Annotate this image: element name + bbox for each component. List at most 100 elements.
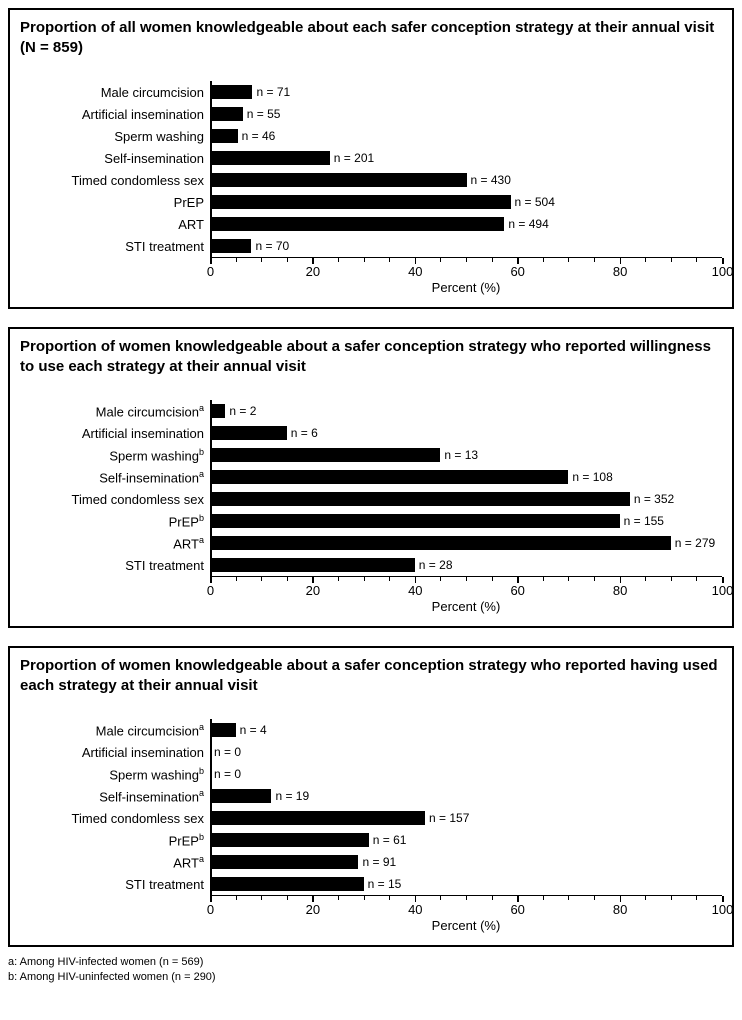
- minor-tick: [440, 896, 441, 900]
- category-label-text: Sperm washing: [114, 129, 204, 144]
- bar-area: n = 352: [210, 488, 722, 510]
- bar: [210, 239, 251, 253]
- minor-tick: [389, 258, 390, 262]
- bar-area: n = 504: [210, 191, 722, 213]
- tick-label: 40: [408, 583, 422, 598]
- minor-tick: [568, 258, 569, 262]
- bar-row: ARTan = 91: [20, 851, 722, 873]
- minor-tick: [492, 258, 493, 262]
- x-axis-title: Percent (%): [432, 918, 501, 933]
- bar: [210, 470, 568, 484]
- tick-label: 60: [510, 264, 524, 279]
- category-label-text: Sperm washing: [109, 448, 199, 463]
- bar-area: n = 108: [210, 466, 722, 488]
- bar-row: Artificial inseminationn = 55: [20, 103, 722, 125]
- category-label-text: Timed condomless sex: [72, 492, 204, 507]
- category-label-text: PrEP: [174, 195, 204, 210]
- n-label: n = 6: [291, 426, 318, 440]
- minor-tick: [287, 896, 288, 900]
- minor-tick: [440, 258, 441, 262]
- bar-area: n = 2: [210, 400, 722, 422]
- bar: [210, 514, 620, 528]
- category-label: PrEPb: [20, 513, 210, 529]
- n-label: n = 0: [214, 767, 241, 781]
- bar-chart: Male circumcisionn = 71Artificial insemi…: [20, 81, 722, 297]
- bar: [210, 173, 467, 187]
- category-label: Self-inseminationa: [20, 788, 210, 804]
- minor-tick: [492, 577, 493, 581]
- category-label: PrEPb: [20, 832, 210, 848]
- minor-tick: [645, 577, 646, 581]
- category-label-text: Male circumcision: [96, 723, 199, 738]
- bar-row: Timed condomless sexn = 157: [20, 807, 722, 829]
- tick-label: 0: [207, 902, 214, 917]
- bar: [210, 855, 358, 869]
- chart-panel: Proportion of all women knowledgeable ab…: [8, 8, 734, 309]
- bar: [210, 217, 504, 231]
- bar: [210, 426, 287, 440]
- major-tick: 20: [312, 258, 313, 264]
- bar-area: n = 494: [210, 213, 722, 235]
- n-label: n = 4: [240, 723, 267, 737]
- minor-tick: [364, 577, 365, 581]
- bar-area: n = 430: [210, 169, 722, 191]
- n-label: n = 279: [675, 536, 715, 550]
- tick-label: 60: [510, 902, 524, 917]
- panel-title: Proportion of women knowledgeable about …: [20, 656, 722, 695]
- major-tick: 100: [722, 258, 723, 264]
- minor-tick: [389, 577, 390, 581]
- minor-tick: [645, 896, 646, 900]
- category-label-text: ART: [173, 855, 199, 870]
- bar-area: n = 55: [210, 103, 722, 125]
- major-tick: 80: [620, 258, 621, 264]
- panel-title: Proportion of women knowledgeable about …: [20, 337, 722, 376]
- n-label: n = 70: [255, 239, 289, 253]
- bar-chart: Male circumcisionan = 4Artificial insemi…: [20, 719, 722, 935]
- bar-area: n = 0: [210, 763, 722, 785]
- bar-row: Sperm washingn = 46: [20, 125, 722, 147]
- x-axis: 020406080100Percent (%): [210, 576, 722, 616]
- tick-label: 0: [207, 264, 214, 279]
- tick-label: 100: [712, 583, 734, 598]
- tick-label: 40: [408, 902, 422, 917]
- bar: [210, 492, 630, 506]
- n-label: n = 71: [256, 85, 290, 99]
- category-label-superscript: a: [199, 535, 204, 545]
- minor-tick: [645, 258, 646, 262]
- bar: [210, 129, 238, 143]
- minor-tick: [466, 577, 467, 581]
- minor-tick: [696, 896, 697, 900]
- bar-area: n = 201: [210, 147, 722, 169]
- bar-area: n = 61: [210, 829, 722, 851]
- major-tick: 100: [722, 577, 723, 583]
- major-tick: 20: [312, 577, 313, 583]
- minor-tick: [440, 577, 441, 581]
- n-label: n = 108: [572, 470, 612, 484]
- minor-tick: [338, 577, 339, 581]
- bar-area: n = 157: [210, 807, 722, 829]
- bar: [210, 877, 364, 891]
- major-tick: 60: [517, 577, 518, 583]
- n-label: n = 15: [368, 877, 402, 891]
- category-label-superscript: b: [199, 513, 204, 523]
- bar-row: STI treatmentn = 28: [20, 554, 722, 576]
- minor-tick: [568, 577, 569, 581]
- chart-panel: Proportion of women knowledgeable about …: [8, 646, 734, 947]
- minor-tick: [236, 577, 237, 581]
- n-label: n = 61: [373, 833, 407, 847]
- tick-label: 80: [613, 264, 627, 279]
- category-label-text: Male circumcision: [96, 404, 199, 419]
- footnote-line: a: Among HIV-infected women (n = 569): [8, 955, 734, 970]
- major-tick: 40: [415, 577, 416, 583]
- major-tick: 0: [210, 577, 211, 583]
- category-label-text: Timed condomless sex: [72, 173, 204, 188]
- minor-tick: [696, 577, 697, 581]
- n-label: n = 157: [429, 811, 469, 825]
- tick-label: 20: [306, 264, 320, 279]
- bar: [210, 789, 271, 803]
- category-label-text: PrEP: [169, 833, 199, 848]
- category-label: STI treatment: [20, 558, 210, 573]
- tick-label: 100: [712, 264, 734, 279]
- bar: [210, 85, 252, 99]
- minor-tick: [364, 258, 365, 262]
